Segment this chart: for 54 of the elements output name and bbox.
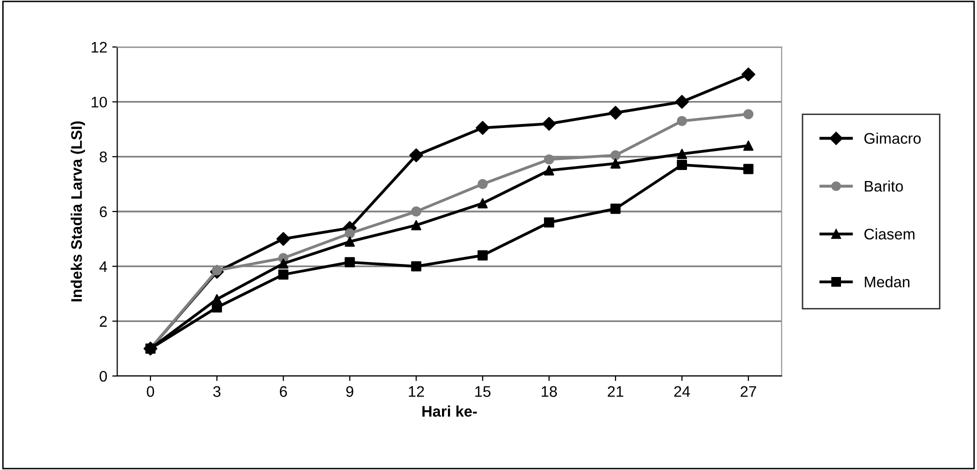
point [741,68,756,82]
y-tick-label: 2 [100,316,107,327]
legend-label: Medan [864,276,910,288]
point [610,204,621,214]
point [278,269,288,280]
x-tick-label: 27 [740,386,756,397]
legend-label: Gimacro [864,132,921,144]
point [411,220,422,230]
point [478,198,488,208]
x-tick-label: 0 [146,386,154,397]
point [544,165,554,176]
x-tick-label: 6 [280,386,287,397]
x-tick-label: 3 [213,386,220,397]
y-tick-label: 10 [92,96,107,108]
point [608,106,622,120]
point [478,178,488,190]
point [344,257,355,268]
point [743,109,754,120]
point [478,250,488,260]
point [743,164,754,174]
point [409,148,424,162]
point [676,160,688,170]
y-tick-label: 6 [100,206,107,218]
legend-label: Barito [864,180,903,192]
point [743,140,754,151]
y-tick-label: 0 [100,370,107,382]
y-tick-label: 12 [92,42,107,53]
x-tick-label: 15 [475,386,490,397]
x-axis-title: Hari ke- [422,406,477,417]
y-axis-title: Indeks Stadia Larva (LSI) [70,121,85,302]
point [278,258,288,269]
point [544,217,554,228]
x-tick-label: 18 [542,386,557,397]
y-tick-label: 4 [99,261,108,272]
point [411,206,422,217]
point [675,94,689,109]
x-tick-label: 21 [608,386,624,397]
point [610,150,621,160]
point [411,261,422,272]
point [544,154,554,164]
x-tick-label: 9 [346,386,354,397]
x-tick-label: 12 [408,386,424,397]
point [676,116,688,126]
point [212,302,222,313]
point [476,120,490,135]
point [276,232,290,246]
point [542,116,556,131]
point [344,236,355,247]
x-tick-label: 24 [674,386,690,397]
legend-label: Ciasem [864,228,914,240]
point [676,148,688,160]
point [610,158,621,169]
point [344,228,355,239]
y-tick-label: 8 [100,152,107,162]
